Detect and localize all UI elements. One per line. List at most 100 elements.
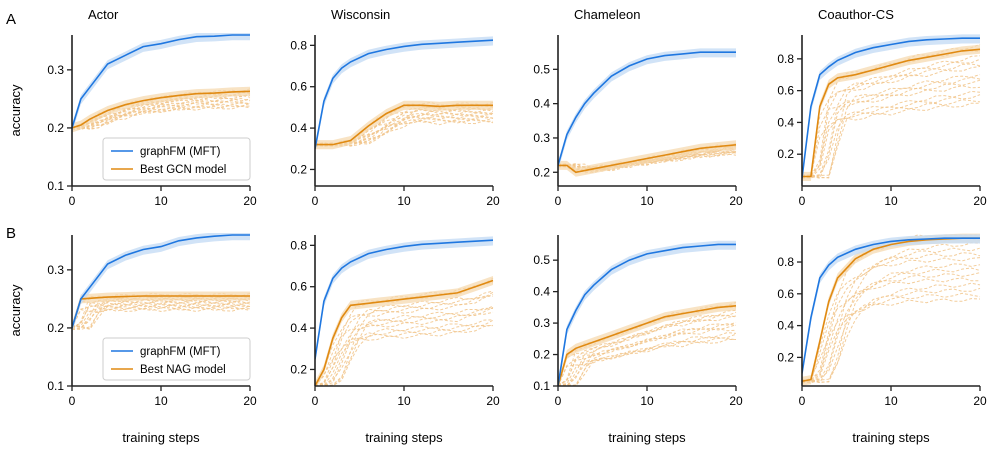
- best-model-line: [802, 48, 981, 178]
- y-tick-label: 0.2: [290, 362, 307, 376]
- trial-curve: [802, 55, 981, 179]
- trial-curve: [558, 327, 737, 386]
- x-tick-label: 0: [69, 394, 76, 408]
- panel-title: Coauthor-CS: [818, 7, 894, 22]
- y-tick-label: 0.4: [533, 97, 550, 111]
- x-tick-label: 20: [243, 394, 257, 408]
- legend-best-label: Best GCN model: [140, 164, 226, 176]
- trial-curve: [802, 79, 981, 179]
- legend-row-1: graphFM (MFT) Best NAG model: [102, 337, 251, 381]
- best-model-line: [558, 305, 737, 386]
- best-model-line: [558, 144, 737, 174]
- best-model-band: [802, 233, 980, 386]
- legend-graphfm-label: graphFM (MFT): [140, 146, 221, 158]
- legend-row-0: graphFM (MFT) Best GCN model: [102, 137, 251, 181]
- graphfm-line: [315, 39, 494, 149]
- panel-0-2: 0.2 0.3 0.4 0.5 0 10 20 Chameleon: [533, 7, 743, 208]
- y-tick-label: 0.1: [533, 379, 550, 393]
- trial-curve: [802, 63, 981, 178]
- y-tick-label: 0.6: [777, 84, 794, 98]
- y-tick-label: 0.3: [47, 63, 64, 77]
- trial-curve: [802, 272, 981, 384]
- trial-curve: [315, 291, 494, 386]
- trial-curve: [802, 102, 980, 177]
- trial-curve: [558, 314, 737, 385]
- legend-best-label: Best NAG model: [140, 364, 226, 376]
- trial-curve: [802, 263, 981, 384]
- trial-curve: [802, 247, 981, 384]
- x-tick-label: 0: [312, 194, 319, 208]
- panel-curves: [802, 233, 981, 386]
- y-tick-label: 0.2: [47, 321, 64, 335]
- x-axis-label: training steps: [852, 430, 930, 445]
- x-tick-label: 20: [486, 394, 500, 408]
- y-tick-label: 0.3: [533, 316, 550, 330]
- panel-0-1: 0.2 0.4 0.6 0.8 0 10 20 Wisconsin: [290, 7, 500, 208]
- y-tick-label: 0.8: [290, 238, 307, 252]
- panel-title: Chameleon: [574, 7, 641, 22]
- legend-box: [102, 337, 251, 381]
- trial-curve: [802, 242, 981, 383]
- panel-curves: [558, 48, 737, 177]
- x-tick-label: 20: [973, 194, 987, 208]
- row-label-b: B: [6, 225, 16, 242]
- x-axis-label: training steps: [365, 430, 443, 445]
- legend-box: [102, 137, 251, 181]
- x-tick-label: 0: [799, 194, 806, 208]
- x-axis-label: training steps: [122, 430, 200, 445]
- legend-graphfm-label: graphFM (MFT): [140, 346, 221, 358]
- y-tick-label: 0.2: [290, 162, 307, 176]
- y-tick-label: 0.2: [47, 121, 64, 135]
- panel-0-3: 0.2 0.4 0.6 0.8 0 10 20 Coauthor-CS: [777, 7, 987, 208]
- trial-curve: [315, 307, 494, 386]
- panel-curves: [802, 34, 981, 184]
- graphfm-band: [315, 36, 493, 155]
- x-tick-label: 10: [154, 194, 168, 208]
- graphfm-line: [802, 37, 980, 179]
- y-tick-label: 0.2: [533, 348, 550, 362]
- y-tick-label: 0.4: [777, 319, 794, 333]
- graphfm-line: [315, 239, 494, 360]
- trial-curve: [72, 98, 251, 130]
- y-tick-label: 0.8: [290, 38, 307, 52]
- y-tick-label: 0.6: [290, 80, 307, 94]
- trial-curve: [802, 277, 981, 383]
- best-model-line: [315, 279, 494, 386]
- trial-curve: [802, 287, 981, 384]
- trial-curve: [72, 304, 251, 330]
- panel-curves: [72, 233, 251, 334]
- trial-curve: [558, 339, 736, 386]
- panel-1-2: 0.1 0.2 0.3 0.4 0.5 0 10 20 training steps: [533, 235, 743, 445]
- y-tick-label: 0.3: [533, 131, 550, 145]
- x-tick-label: 20: [243, 194, 257, 208]
- trial-curve: [802, 65, 981, 178]
- trial-curve: [558, 322, 737, 386]
- y-tick-label: 0.6: [777, 287, 794, 301]
- trial-curve: [72, 306, 251, 328]
- best-model-band: [315, 100, 493, 150]
- y-tick-label: 0.1: [47, 379, 64, 393]
- graphfm-line: [72, 34, 250, 129]
- y-tick-label: 0.6: [290, 280, 307, 294]
- x-tick-label: 20: [729, 194, 743, 208]
- x-tick-label: 10: [397, 394, 411, 408]
- y-tick-label: 0.8: [777, 255, 794, 269]
- trial-curve: [558, 309, 737, 386]
- panel-curves: [72, 33, 251, 134]
- y-tick-label: 0.5: [533, 253, 550, 267]
- graphfm-line: [558, 243, 736, 386]
- trial-curve: [802, 267, 981, 384]
- graphfm-line: [558, 51, 736, 166]
- trial-curve: [72, 300, 251, 329]
- graphfm-line: [72, 234, 250, 329]
- y-tick-label: 0.3: [47, 263, 64, 277]
- x-tick-label: 20: [973, 394, 987, 408]
- y-tick-label: 0.2: [777, 147, 794, 161]
- panel-0-0: 0.1 0.2 0.3 0 10 20 Actor accuracy: [8, 7, 257, 208]
- trial-curve: [802, 252, 981, 383]
- graphfm-band: [72, 33, 250, 134]
- best-model-line: [72, 90, 251, 129]
- panel-1-3: 0.2 0.4 0.6 0.8 0 10 20 training steps: [777, 233, 987, 445]
- panel-title: Wisconsin: [331, 7, 390, 22]
